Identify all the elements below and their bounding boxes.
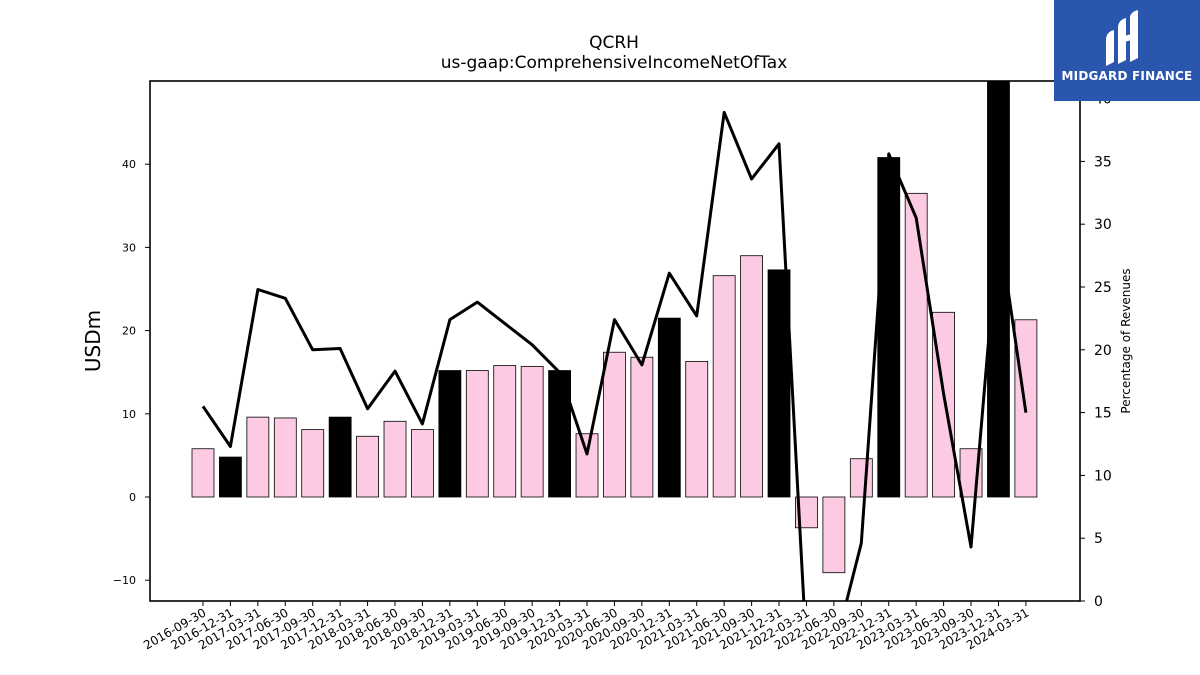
bar-2020-03-31 xyxy=(575,433,599,498)
y2-tick-label: 20 xyxy=(1094,343,1112,359)
y2-tick-label: 35 xyxy=(1094,154,1112,170)
bar-2021-12-31 xyxy=(767,269,791,498)
y-tick-label: 30 xyxy=(122,241,136,254)
y2-tick-label: 15 xyxy=(1094,406,1112,422)
bar-2019-06-30 xyxy=(493,365,517,498)
bar-2017-06-30 xyxy=(273,417,297,498)
y-tick-label: 10 xyxy=(122,408,136,421)
bar-2022-06-30 xyxy=(822,496,846,574)
bar-2016-12-31 xyxy=(219,456,242,498)
line-percentage-of-revenues xyxy=(201,110,1028,601)
y2-tick-label: 25 xyxy=(1094,280,1112,296)
y2-tick-label: 10 xyxy=(1094,468,1112,484)
bar-2020-09-30 xyxy=(630,356,654,498)
chart-title: QCRH xyxy=(589,33,639,53)
bar-2021-09-30 xyxy=(740,255,763,498)
brand-logo: MIDGARD FINANCE xyxy=(1054,0,1200,101)
logo-text: MIDGARD FINANCE xyxy=(1061,69,1193,83)
bar-2018-06-30 xyxy=(383,420,407,498)
chart-subtitle: us-gaap:ComprehensiveIncomeNetOfTax xyxy=(441,53,788,73)
y2-tick-label: 30 xyxy=(1094,217,1112,233)
bar-2017-09-30 xyxy=(301,429,325,498)
bar-2018-09-30 xyxy=(411,429,434,498)
plot-frame xyxy=(149,80,1081,602)
y2-tick-label: 5 xyxy=(1094,531,1103,547)
y-tick-label: −10 xyxy=(113,574,136,587)
bar-2016-09-30 xyxy=(191,448,215,498)
y-tick-label: 20 xyxy=(122,325,136,338)
bar-2020-06-30 xyxy=(603,351,626,498)
y-tick-label: 40 xyxy=(122,158,136,171)
bar-2019-12-31 xyxy=(548,370,571,498)
bar-series xyxy=(191,81,1038,574)
bar-2021-06-30 xyxy=(712,275,736,498)
bar-2023-03-31 xyxy=(904,192,928,498)
bar-2020-12-31 xyxy=(657,317,681,498)
logo-mark-icon xyxy=(1106,10,1138,66)
y2-axis-label: Percentage of Revenues xyxy=(1119,268,1133,413)
y-axis-label: USDm xyxy=(81,310,105,372)
bar-2019-09-30 xyxy=(520,365,544,498)
bar-2022-09-30 xyxy=(849,458,873,498)
line-series xyxy=(201,110,1028,601)
bar-2022-12-31 xyxy=(877,157,901,498)
bar-2023-12-31 xyxy=(987,81,1010,498)
y-tick-label: 0 xyxy=(129,491,136,504)
bar-2018-03-31 xyxy=(356,435,379,498)
bar-2017-03-31 xyxy=(246,416,270,498)
bar-2021-03-31 xyxy=(685,360,709,498)
bar-2017-12-31 xyxy=(328,416,352,498)
y2-tick-label: 0 xyxy=(1094,594,1103,610)
bar-2019-03-31 xyxy=(465,370,489,498)
bar-2022-03-31 xyxy=(795,496,818,529)
bar-2018-12-31 xyxy=(438,370,462,498)
